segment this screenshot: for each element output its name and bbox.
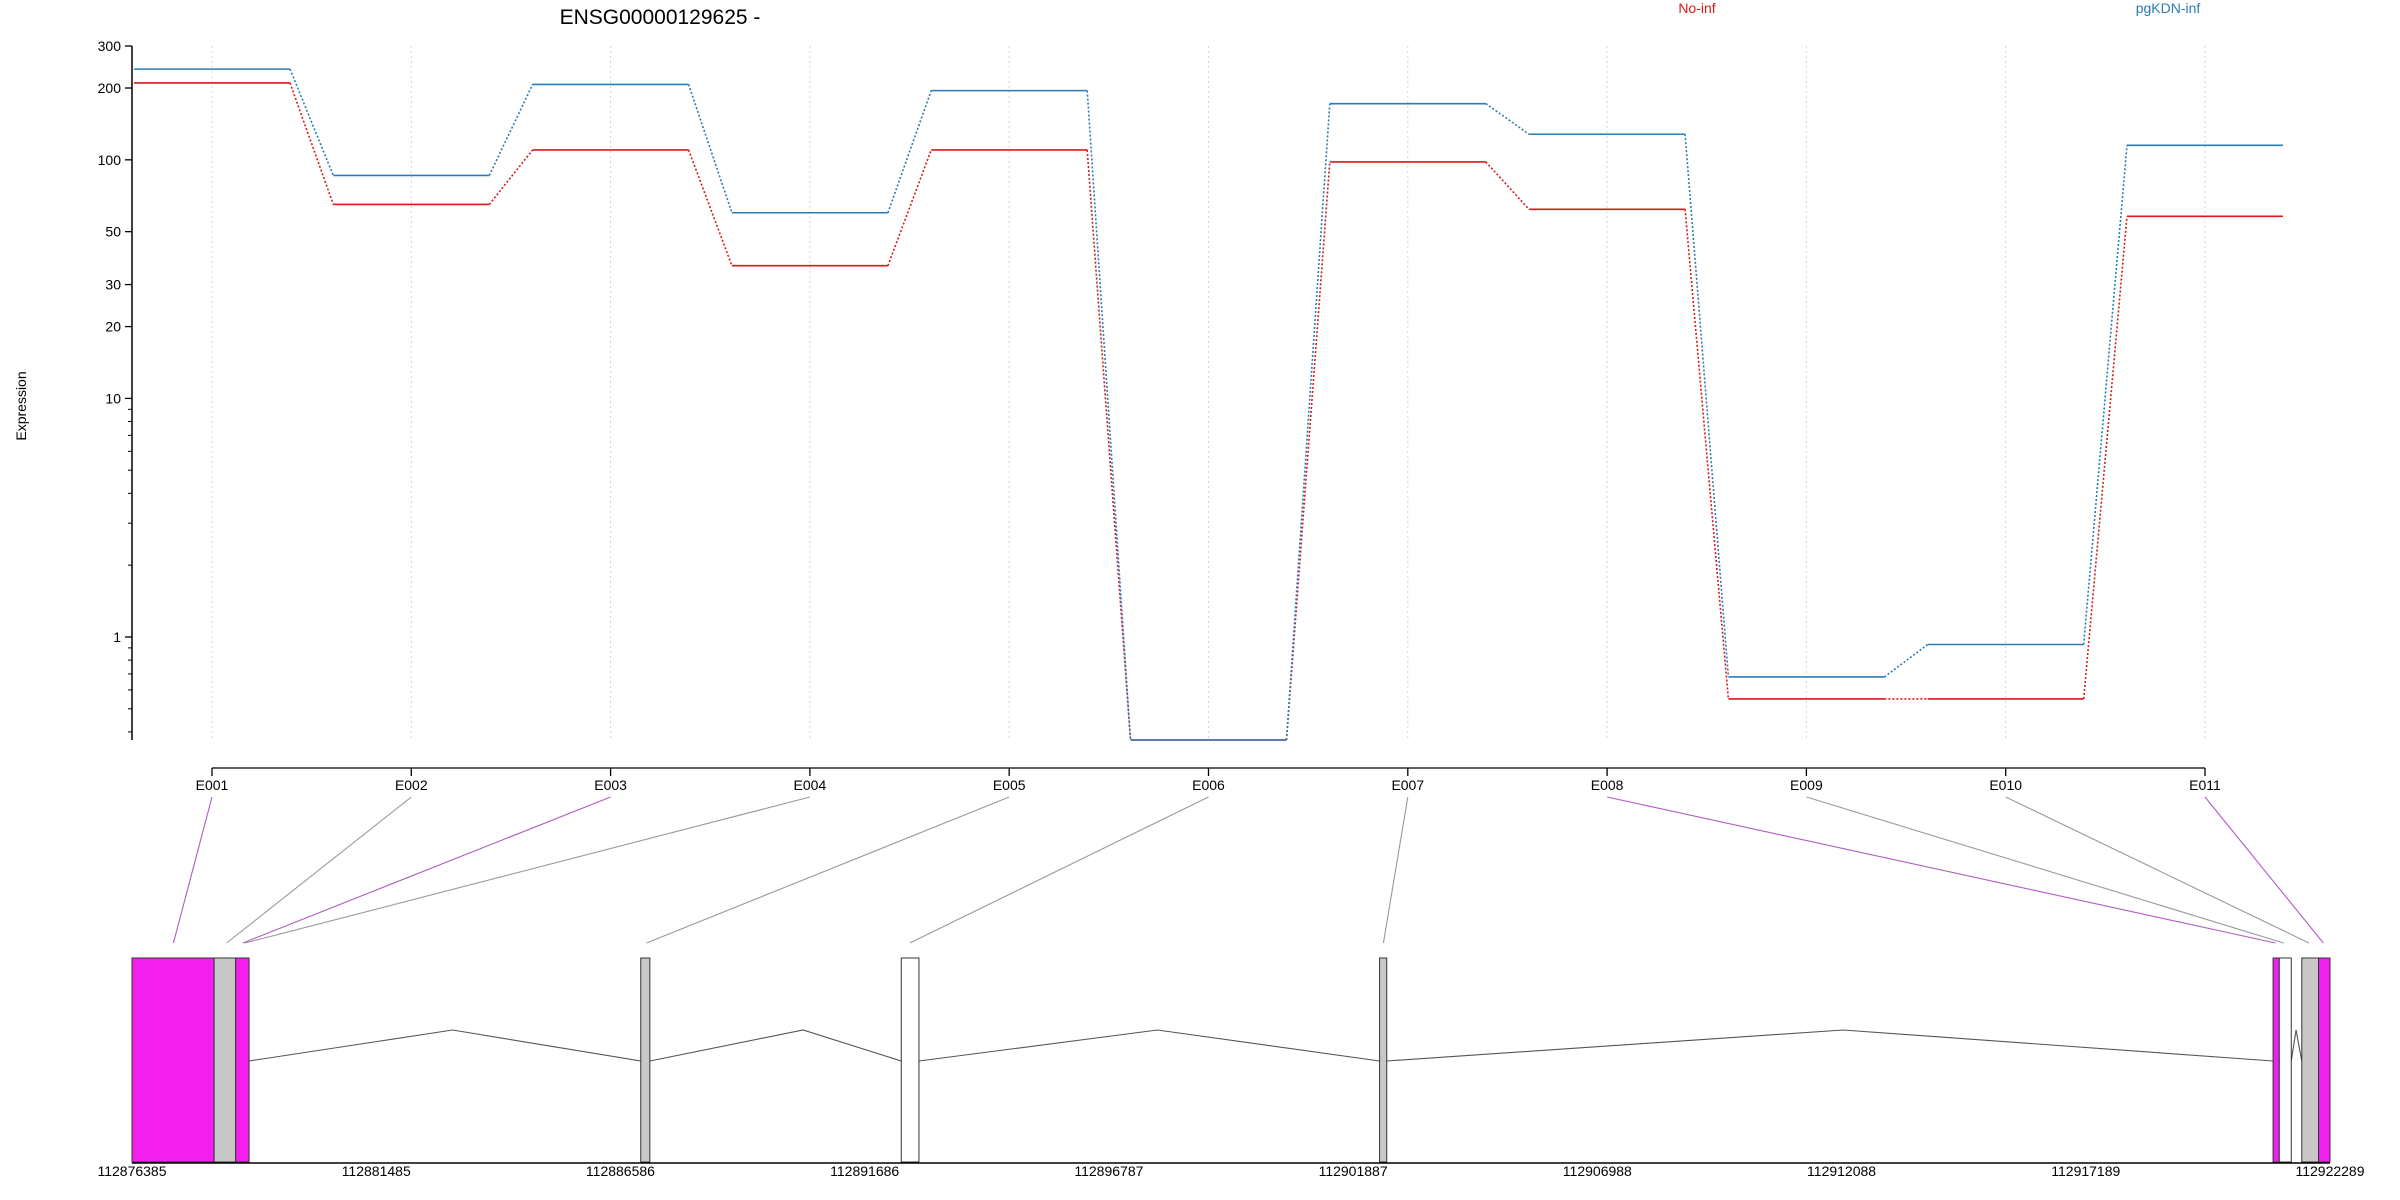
x-axis: E001 E002 E003 E004 E005 E006 E007 E008 E009 E010… bbox=[196, 767, 2221, 793]
coord-label-112917189: 112917189 bbox=[2051, 1163, 2120, 1179]
y-tick-label-20: 20 bbox=[105, 319, 121, 335]
intron-1 bbox=[248, 1029, 641, 1062]
legend-entry-no-inf: No-inf bbox=[1678, 0, 1715, 16]
y-tick-label-300: 300 bbox=[98, 38, 122, 54]
coord-label-112896787: 112896787 bbox=[1074, 1163, 1143, 1179]
coord-label-112901887: 112901887 bbox=[1319, 1163, 1388, 1179]
coord-label-112912088: 112912088 bbox=[1807, 1163, 1876, 1179]
intron-3 bbox=[918, 1029, 1380, 1062]
x-tick-label-e004: E004 bbox=[794, 777, 827, 793]
connector-e010 bbox=[2005, 796, 2310, 944]
exon-block-4 bbox=[640, 957, 651, 1163]
connector-e005 bbox=[646, 796, 1010, 944]
y-axis-label: Expression bbox=[13, 371, 29, 440]
y-axis: 1 10 20 30 50 100 200 300 bbox=[98, 38, 133, 740]
series-pgkdn-inf-join-e009 bbox=[1883, 643, 1929, 678]
series-no-inf-join-e005 bbox=[1086, 149, 1132, 741]
exon-block-1 bbox=[131, 957, 215, 1163]
x-tick-label-e003: E003 bbox=[594, 777, 627, 793]
coord-label-112886586: 112886586 bbox=[586, 1163, 655, 1179]
y-tick-label-30: 30 bbox=[105, 277, 121, 293]
y-tick-label-10: 10 bbox=[105, 390, 121, 406]
legend: No-inf pgKDN-inf bbox=[1678, 0, 2200, 16]
series-pgkdn-inf-join-e002 bbox=[488, 84, 534, 176]
y-tick-label-50: 50 bbox=[105, 224, 121, 240]
y-tick-label-1: 1 bbox=[113, 629, 121, 645]
x-tick-label-e002: E002 bbox=[395, 777, 428, 793]
intron-2 bbox=[649, 1029, 902, 1062]
series-pgkdn-inf-join-e003 bbox=[687, 84, 733, 214]
series-pgkdn-inf-join-e004 bbox=[887, 90, 932, 214]
exon-block-9 bbox=[2301, 957, 2320, 1163]
coord-label-112881485: 112881485 bbox=[342, 1163, 411, 1179]
exon-connectors bbox=[172, 796, 2324, 944]
series-pgkdn-inf-join-e007 bbox=[1485, 102, 1530, 135]
series-no-inf-join-e004 bbox=[887, 149, 932, 266]
x-tick-label-e009: E009 bbox=[1790, 777, 1823, 793]
connector-e011 bbox=[2204, 796, 2324, 944]
connector-e006 bbox=[909, 796, 1209, 944]
x-tick-label-e008: E008 bbox=[1591, 777, 1624, 793]
series-layer bbox=[134, 68, 2283, 741]
x-tick-label-e010: E010 bbox=[1989, 777, 2022, 793]
legend-entry-pgkdn-inf: pgKDN-inf bbox=[2136, 0, 2201, 16]
series-pgkdn-inf-join-e010 bbox=[2082, 145, 2128, 645]
exon-block-6 bbox=[1379, 957, 1388, 1163]
coord-label-112922289: 112922289 bbox=[2295, 1163, 2364, 1179]
coord-label-112876385: 112876385 bbox=[97, 1163, 166, 1179]
exon-block-5 bbox=[900, 957, 920, 1163]
series-pgkdn-inf-join-e006 bbox=[1285, 103, 1331, 741]
series-pgkdn-inf-join-e008 bbox=[1684, 134, 1730, 678]
genomic-coordinate-axis: 112876385 112881485 112886586 112891686 1128… bbox=[97, 1162, 2365, 1179]
gene-model bbox=[131, 957, 2331, 1163]
exon-block-3 bbox=[235, 957, 250, 1163]
x-tick-label-e005: E005 bbox=[993, 777, 1026, 793]
x-tick-label-e007: E007 bbox=[1391, 777, 1424, 793]
connector-e007 bbox=[1382, 796, 1409, 944]
connector-e003 bbox=[242, 796, 611, 944]
connector-e002 bbox=[226, 796, 412, 944]
series-no-inf-join-e001 bbox=[289, 82, 335, 205]
connector-e001 bbox=[172, 796, 213, 944]
series-no-inf-join-e006 bbox=[1285, 161, 1331, 741]
x-gridlines bbox=[211, 46, 2206, 740]
exon-block-10 bbox=[2318, 957, 2331, 1163]
series-no-inf-join-e010 bbox=[2082, 216, 2128, 699]
x-tick-label-e006: E006 bbox=[1192, 777, 1225, 793]
series-pgkdn-inf-join-e005 bbox=[1086, 90, 1132, 741]
series-no-inf-join-e008 bbox=[1684, 209, 1730, 699]
connector-e009 bbox=[1806, 796, 2284, 944]
series-no-inf-join-e002 bbox=[488, 149, 534, 205]
coord-label-112891686: 112891686 bbox=[830, 1163, 899, 1179]
exon-block-8 bbox=[2278, 957, 2292, 1163]
series-pgkdn-inf bbox=[134, 68, 2283, 741]
y-tick-label-100: 100 bbox=[98, 152, 122, 168]
chart-title: ENSG00000129625 - bbox=[560, 6, 761, 29]
connector-e008 bbox=[1606, 796, 2276, 944]
series-no-inf-join-e003 bbox=[687, 149, 733, 266]
intron-5 bbox=[2290, 1029, 2303, 1062]
y-tick-label-200: 200 bbox=[98, 80, 122, 96]
coord-label-112906988: 112906988 bbox=[1563, 1163, 1632, 1179]
intron-4 bbox=[1386, 1029, 2274, 1062]
series-pgkdn-inf-join-e001 bbox=[289, 68, 335, 176]
series-no-inf-join-e007 bbox=[1485, 161, 1530, 210]
x-tick-label-e001: E001 bbox=[196, 777, 229, 793]
exon-block-2 bbox=[213, 957, 237, 1163]
connector-e004 bbox=[245, 796, 811, 944]
x-tick-label-e011: E011 bbox=[2189, 777, 2221, 793]
exon-block-7 bbox=[2272, 957, 2280, 1163]
